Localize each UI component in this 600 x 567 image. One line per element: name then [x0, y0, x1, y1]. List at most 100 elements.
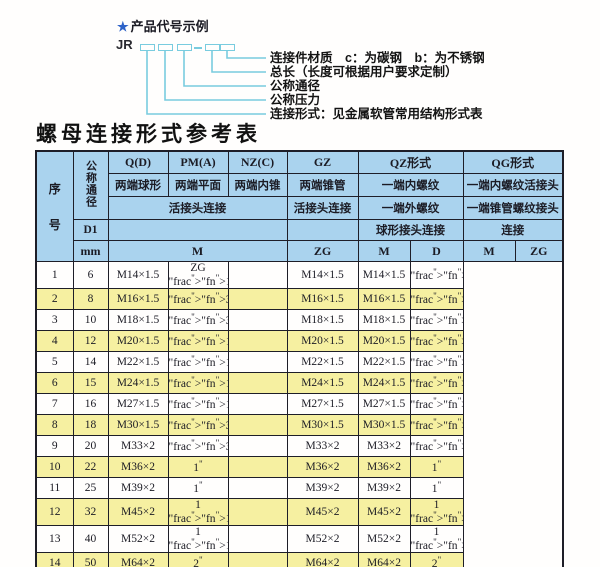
table-row: 716M27×1.5"frac">"fn">1"fd">2"M27×1.5M27… — [35, 393, 563, 415]
cell-qz_m — [227, 393, 288, 415]
cell-zg: "frac">"fn">1"fd">2" — [167, 393, 229, 415]
cell-seq: 2 — [35, 288, 74, 310]
cell-mm: 32 — [72, 498, 109, 526]
cell-qz_m — [227, 330, 288, 352]
cell-qz_d: M52×2 — [286, 525, 359, 553]
cell-m: M14×1.5 — [107, 261, 169, 289]
cell-qg_m: M14×1.5 — [357, 261, 411, 289]
cell-qz_m — [227, 261, 288, 289]
desc-qz-row3: 一端外螺纹 — [357, 196, 464, 220]
cell-qg_m: M20×1.5 — [357, 330, 411, 352]
code-box-5 — [220, 44, 235, 51]
cell-qg_zg: "frac">"fn">3"fd">8" — [409, 309, 464, 331]
table-row: 11 25 M39×2 1" M39×2 M39×2 1" — [35, 477, 563, 499]
cell-qz_m — [227, 498, 288, 526]
cell-m: M18×1.5 — [107, 309, 169, 331]
cell-qg_m: M39×2 — [357, 477, 411, 499]
cell-zg: "frac">"fn">3"fd">4" — [167, 414, 229, 436]
nut-connection-table: 序 号 公称通径 Q(D) PM(A) NZ(C) GZ QZ形式 QG形式 两… — [35, 150, 565, 567]
cell-seq: 11 — [35, 477, 74, 499]
header-blank-left — [107, 219, 288, 241]
desc-nzc: 两端内锥 — [227, 173, 288, 197]
code-box-3 — [177, 44, 192, 51]
table-row: 28M16×1.5"frac">"fn">3"fd">8"M16×1.5M16×… — [35, 288, 563, 310]
label-total-length: 总长（长度可根据用户要求定制） — [270, 65, 458, 79]
table-row: 412M20×1.5"frac">"fn">1"fd">2"M20×1.5M20… — [35, 330, 563, 352]
cell-qz_m — [227, 351, 288, 373]
cell-zg: "frac">"fn">1"fd">2" — [167, 372, 229, 394]
product-code-prefix: JR — [116, 37, 133, 52]
header-mm: mm — [72, 240, 109, 262]
cell-qz_d: M30×1.5 — [286, 414, 359, 436]
header-qg-m: M — [462, 240, 516, 262]
desc-qz-row2: 一端内螺纹 — [357, 173, 464, 197]
cell-qg_m: M24×1.5 — [357, 372, 411, 394]
cell-m: M36×2 — [107, 456, 169, 478]
cell-seq: 1 — [35, 261, 74, 289]
cell-seq: 13 — [35, 525, 74, 553]
cell-mm: 20 — [72, 435, 109, 457]
cell-qz_d: M20×1.5 — [286, 330, 359, 352]
cell-seq: 6 — [35, 372, 74, 394]
col-header-qd: Q(D) — [107, 150, 169, 174]
table-row: 514M22×1.5"frac">"fn">1"fd">2"M22×1.5M22… — [35, 351, 563, 373]
desc-gz: 两端锥管 — [286, 173, 359, 197]
cell-qz_m — [227, 525, 288, 553]
union-joint-gz: 活接头连接 — [286, 196, 359, 220]
table-row: 14 50 M64×2 2" M64×2 M64×2 2" — [35, 552, 563, 567]
cell-mm: 18 — [72, 414, 109, 436]
cell-seq: 8 — [35, 414, 74, 436]
cell-qg_m: M16×1.5 — [357, 288, 411, 310]
table-row: 818M30×1.5"frac">"fn">3"fd">4"M30×1.5M30… — [35, 414, 563, 436]
table-row: 310M18×1.5"frac">"fn">3"fd">8"M18×1.5M18… — [35, 309, 563, 331]
cell-m: M39×2 — [107, 477, 169, 499]
header-qz-d: D — [409, 240, 464, 262]
cell-mm: 40 — [72, 525, 109, 553]
cell-m: M16×1.5 — [107, 288, 169, 310]
header-qz-m: M — [357, 240, 411, 262]
cell-seq: 3 — [35, 309, 74, 331]
cell-qz_d: M36×2 — [286, 456, 359, 478]
cell-qz_d: M22×1.5 — [286, 351, 359, 373]
cell-qg_m: M52×2 — [357, 525, 411, 553]
cell-mm: 10 — [72, 309, 109, 331]
table-row: 615M24×1.5"frac">"fn">1"fd">2"M24×1.5M24… — [35, 372, 563, 394]
table-row: 920M33×2"frac">"fn">3"fd">4"M33×2M33×2"f… — [35, 435, 563, 457]
cell-mm: 6 — [72, 261, 109, 289]
header-qg-zg: ZG — [514, 240, 564, 262]
product-code-heading: ★ 产品代号示例 — [117, 16, 209, 35]
desc-qd: 两端球形 — [107, 173, 169, 197]
cell-seq: 9 — [35, 435, 74, 457]
header-m: M — [107, 240, 288, 262]
code-box-2 — [158, 44, 173, 51]
cell-qg_m: M33×2 — [357, 435, 411, 457]
cell-zg: "frac">"fn">3"fd">4" — [167, 435, 229, 457]
cell-qg_zg: "frac">"fn">3"fd">8" — [409, 288, 464, 310]
cell-m: M20×1.5 — [107, 330, 169, 352]
cell-m: M45×2 — [107, 498, 169, 526]
cell-qz_d: M14×1.5 — [286, 261, 359, 289]
cell-qg_zg: 1 "frac">"fn">1"fd">4" — [409, 498, 464, 526]
desc-pma: 两端平面 — [167, 173, 229, 197]
header-zg: ZG — [286, 240, 359, 262]
cell-qz_d: M64×2 — [286, 552, 359, 567]
cell-mm: 15 — [72, 372, 109, 394]
label-connector-material: 连接件材质 c：为碳钢 b：为不锈钢 — [270, 51, 485, 65]
cell-qg_zg: "frac">"fn">1"fd">2" — [409, 330, 464, 352]
cell-m: M30×1.5 — [107, 414, 169, 436]
cell-seq: 10 — [35, 456, 74, 478]
cell-qz_d: M16×1.5 — [286, 288, 359, 310]
label-nominal-pressure: 公称压力 — [270, 93, 321, 107]
label-nominal-diameter: 公称通径 — [270, 79, 321, 93]
cell-mm: 12 — [72, 330, 109, 352]
header-d1: D1 — [72, 219, 109, 241]
cell-qz_d: M18×1.5 — [286, 309, 359, 331]
cell-qg_zg: "frac">"fn">1"fd">2" — [409, 372, 464, 394]
col-header-nominal-diameter: 公称通径 — [72, 150, 109, 220]
cell-qg_m: M18×1.5 — [357, 309, 411, 331]
col-header-seq: 序 号 — [35, 150, 74, 262]
